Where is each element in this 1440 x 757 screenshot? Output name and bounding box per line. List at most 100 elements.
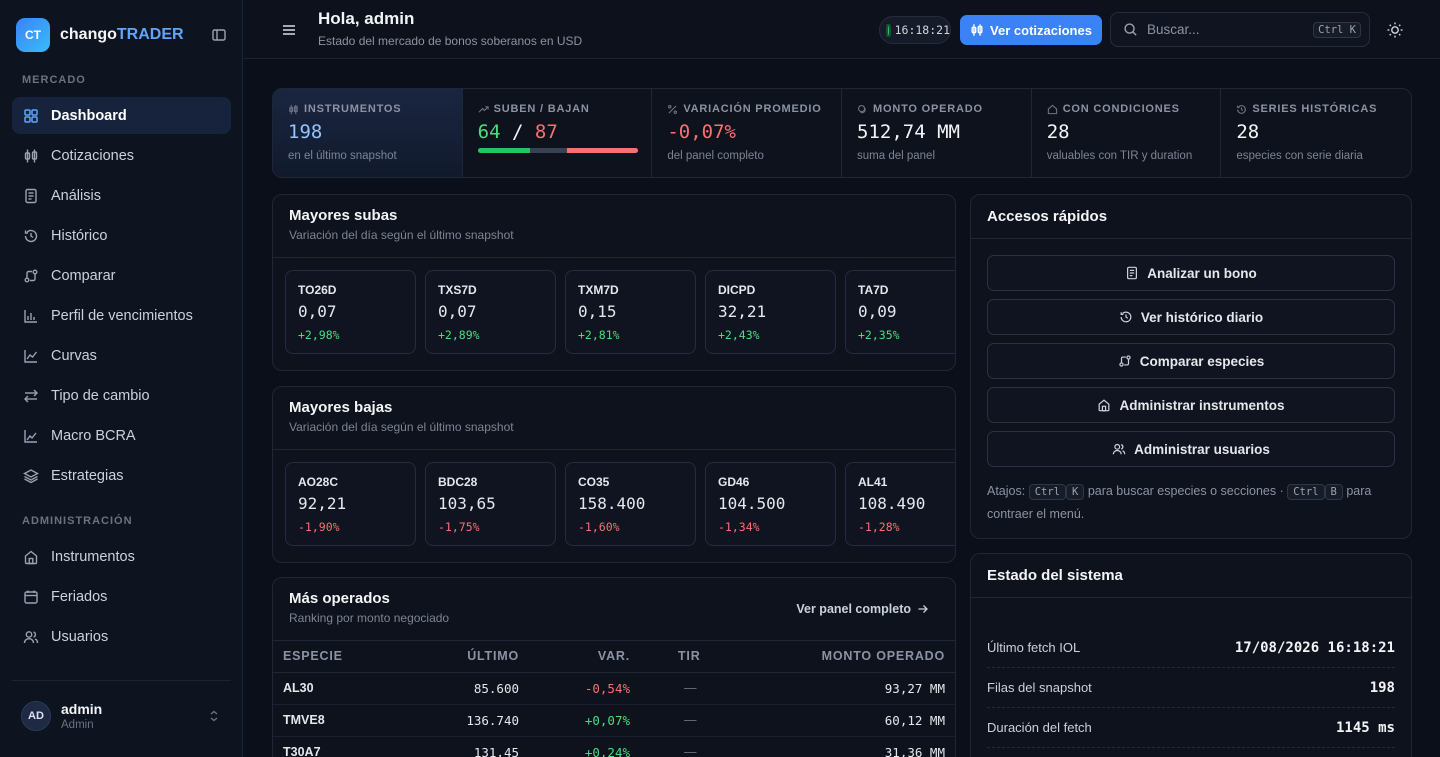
card-title: Mayores bajas [289, 399, 393, 416]
view-quotes-button[interactable]: Ver cotizaciones [960, 15, 1102, 45]
stat-sub: valuables con TIR y duration [1046, 150, 1193, 162]
brand-name: changoTRADER [60, 26, 184, 43]
sidebar-item-label: Histórico [51, 227, 108, 244]
loser-tile[interactable]: GD46 104.500 -1,34% [705, 462, 836, 546]
kbd-ctrl: Ctrl [1028, 484, 1066, 500]
system-status-card: Estado del sistema Último fetch IOL 17/0… [970, 553, 1412, 757]
column-header[interactable]: VAR. [519, 641, 630, 673]
sidebar-item-estrategias[interactable]: Estrategias [12, 457, 231, 494]
user-role: Admin [61, 719, 94, 731]
search-input[interactable] [1147, 22, 1307, 37]
table-row[interactable]: T30A7 131,45 +0,24% — 31,36 MM [273, 736, 955, 757]
loser-tile[interactable]: AL41 108.490 -1,28% [845, 462, 955, 546]
cell-tir: — [630, 704, 740, 737]
most-traded-table: ESPECIE ÚLTIMO VAR. TIR MONTO OPERADO AL… [273, 641, 955, 757]
loser-tile[interactable]: CO35 158.400 -1,60% [565, 462, 696, 546]
home-icon [1047, 104, 1057, 114]
link-label: Ver panel completo [796, 602, 911, 616]
page-subtitle: Estado del mercado de bonos soberanos en… [318, 34, 583, 48]
calendar-icon [24, 590, 38, 604]
sidebar-item-curvas[interactable]: Curvas [12, 337, 231, 374]
table-row[interactable]: AL30 85.600 -0,54% — 93,27 MM [273, 672, 955, 705]
tile-symbol: TA7D [858, 283, 889, 297]
stat-up-down: SUBEN / BAJAN 64 / 87 [463, 89, 653, 177]
compare-species-button[interactable]: Comparar especies [987, 343, 1395, 379]
compare-icon [24, 269, 38, 282]
sidebar-item-label: Dashboard [51, 107, 127, 124]
sidebar-item-label: Comparar [51, 267, 116, 284]
sidebar-item-feriados[interactable]: Feriados [12, 578, 231, 615]
view-full-panel-link[interactable]: Ver panel completo [796, 602, 929, 616]
sidebar-item-tipo-cambio[interactable]: Tipo de cambio [12, 377, 231, 414]
stat-sub: suma del panel [857, 150, 936, 162]
sidebar-toggle-icon[interactable] [211, 27, 227, 43]
curves-icon [24, 349, 38, 363]
card-subtitle: Ranking por monto negociado [289, 611, 450, 625]
home-icon [24, 550, 38, 564]
topbar: Hola, admin Estado del mercado de bonos … [244, 0, 1440, 59]
stat-value: 28 [1236, 121, 1260, 143]
stat-value: 64 / 87 [478, 121, 652, 143]
gainer-tile[interactable]: TA7D 0,09 +2,35% [845, 270, 955, 354]
column-header[interactable]: ESPECIE [273, 641, 383, 673]
layers-icon [23, 468, 39, 483]
sidebar-item-macro-bcra[interactable]: Macro BCRA [12, 417, 231, 454]
gainer-tile[interactable]: TXS7D 0,07 +2,89% [425, 270, 556, 354]
sidebar-item-instrumentos[interactable]: Instrumentos [12, 538, 231, 575]
tile-price: 158.400 [578, 494, 646, 513]
sidebar-item-historico[interactable]: Histórico [12, 217, 231, 254]
sidebar-item-label: Feriados [51, 588, 108, 605]
column-header[interactable]: MONTO OPERADO [740, 641, 955, 673]
stat-label: CON CONDICIONES [1062, 103, 1180, 115]
table-row[interactable]: TMVE8 136.740 +0,07% — 60,12 MM [273, 704, 955, 737]
stat-amount: MONTO OPERADO 512,74 MM suma del panel [842, 89, 1032, 177]
sidebar-item-analisis[interactable]: Análisis [12, 177, 231, 214]
system-row-value: 1145 ms [1335, 719, 1395, 736]
sidebar-item-perfil-vencimientos[interactable]: Perfil de vencimientos [12, 297, 231, 334]
tile-price: 0,07 [298, 302, 337, 321]
button-label: Comparar especies [1139, 353, 1265, 369]
stat-series: SERIES HISTÓRICAS 28 especies con serie … [1221, 89, 1411, 177]
page-title: Hola, admin [318, 9, 415, 28]
cell-last: 85.600 [383, 672, 519, 705]
column-header[interactable]: TIR [630, 641, 740, 673]
manage-instruments-button[interactable]: Administrar instrumentos [987, 387, 1395, 423]
cell-amount: 93,27 MM [740, 672, 955, 705]
tile-price: 104.500 [718, 494, 786, 513]
tile-change: -1,34% [718, 520, 760, 534]
chevron-up-down-icon [210, 710, 218, 722]
sidebar-item-usuarios[interactable]: Usuarios [12, 618, 231, 655]
button-label: Administrar instrumentos [1119, 397, 1285, 413]
loser-tile[interactable]: BDC28 103,65 -1,75% [425, 462, 556, 546]
tile-price: 0,07 [438, 302, 477, 321]
sidebar-item-label: Curvas [51, 347, 97, 364]
column-header[interactable]: ÚLTIMO [383, 641, 519, 673]
brand-logo: CT [16, 18, 50, 52]
card-subtitle: Variación del día según el último snapsh… [289, 420, 514, 434]
maturity-icon [24, 309, 37, 323]
analyze-bond-button[interactable]: Analizar un bono [987, 255, 1395, 291]
sidebar-item-comparar[interactable]: Comparar [12, 257, 231, 294]
stats-strip: INSTRUMENTOS 198 en el último snapshot S… [272, 88, 1412, 178]
sidebar-item-dashboard[interactable]: Dashboard [12, 97, 231, 134]
gainer-tile[interactable]: DICPD 32,21 +2,43% [705, 270, 836, 354]
losers-card: Mayores bajas Variación del día según el… [272, 386, 956, 563]
loser-tile[interactable]: AO28C 92,21 -1,90% [285, 462, 416, 546]
system-row: Último fetch IOL 17/08/2026 16:18:21 [987, 628, 1395, 668]
gainer-tile[interactable]: TXM7D 0,15 +2,81% [565, 270, 696, 354]
card-subtitle: Variación del día según el último snapsh… [289, 228, 514, 242]
tile-symbol: DICPD [718, 283, 756, 297]
cell-symbol: T30A7 [273, 736, 383, 757]
brand[interactable]: CT changoTRADER [16, 18, 227, 52]
gainer-tile[interactable]: TO26D 0,07 +2,98% [285, 270, 416, 354]
search-box[interactable]: Ctrl K [1110, 12, 1370, 47]
user-menu[interactable]: AD admin Admin [12, 680, 231, 731]
menu-icon[interactable] [281, 22, 297, 38]
up-count: 64 [477, 121, 501, 143]
view-daily-history-button[interactable]: Ver histórico diario [987, 299, 1395, 335]
sidebar-item-cotizaciones[interactable]: Cotizaciones [12, 137, 231, 174]
exchange-icon [24, 389, 38, 402]
home-icon [1099, 399, 1110, 412]
manage-users-button[interactable]: Administrar usuarios [987, 431, 1395, 467]
sun-icon[interactable] [1386, 21, 1404, 39]
